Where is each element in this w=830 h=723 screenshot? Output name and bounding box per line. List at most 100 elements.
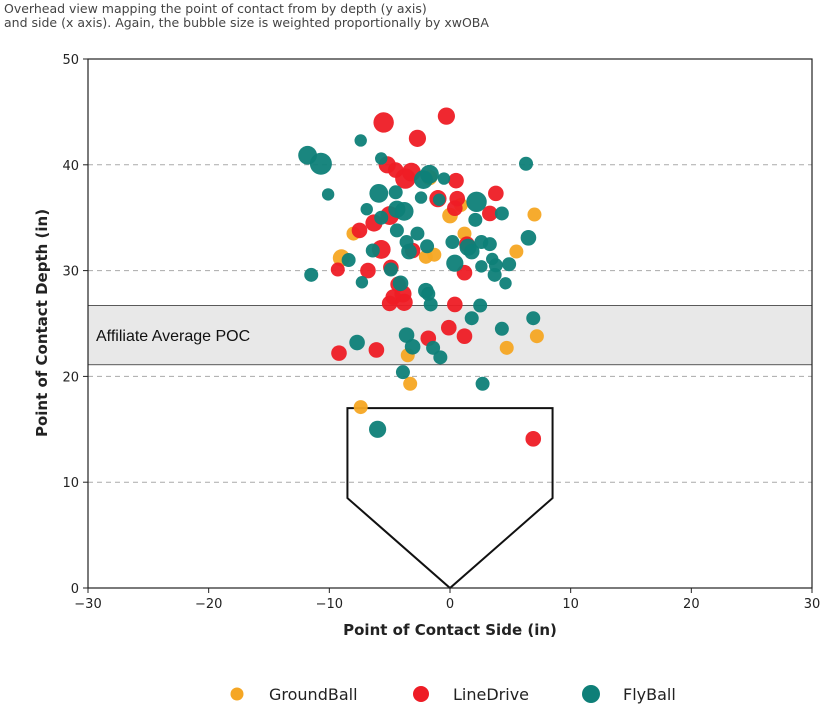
point-linedrive <box>525 431 542 447</box>
point-linedrive <box>381 295 398 312</box>
legend-label-linedrive: LineDrive <box>453 685 529 704</box>
point-flyball <box>437 172 451 185</box>
point-flyball <box>369 183 389 203</box>
point-flyball <box>464 311 479 326</box>
point-flyball <box>423 297 438 312</box>
x-tick-label: 30 <box>804 597 821 612</box>
x-tick-label: 10 <box>562 597 579 612</box>
point-flyball <box>520 230 537 246</box>
point-linedrive <box>351 222 368 239</box>
legend-marker-flyball <box>582 685 600 703</box>
point-linedrive <box>368 342 385 358</box>
point-groundball <box>509 244 524 259</box>
figure-caption: Overhead view mapping the point of conta… <box>4 2 489 30</box>
y-tick-label: 20 <box>62 370 79 385</box>
point-flyball <box>445 235 460 250</box>
point-flyball <box>468 212 483 227</box>
point-groundball <box>403 376 418 391</box>
y-tick-label: 30 <box>62 265 79 280</box>
grid-lines <box>88 164 812 483</box>
point-linedrive <box>440 319 457 336</box>
point-flyball <box>304 267 319 282</box>
point-linedrive <box>437 107 455 125</box>
point-groundball <box>353 400 368 415</box>
point-flyball <box>519 156 534 171</box>
y-tick-label: 0 <box>71 582 79 597</box>
point-linedrive <box>360 262 376 279</box>
point-groundball <box>529 329 544 344</box>
point-flyball <box>420 239 435 254</box>
band-label: Affiliate Average POC <box>96 328 250 345</box>
point-flyball <box>369 420 387 438</box>
y-tick-label: 50 <box>62 53 79 68</box>
data-points <box>298 107 544 447</box>
point-flyball <box>482 237 497 252</box>
point-flyball <box>414 191 428 204</box>
point-flyball <box>502 257 517 272</box>
legend-marker-linedrive <box>413 686 429 702</box>
point-flyball <box>354 134 367 147</box>
point-flyball <box>475 376 490 391</box>
caption-line-1: Overhead view mapping the point of conta… <box>4 1 427 16</box>
point-flyball <box>410 226 425 241</box>
point-linedrive <box>482 205 498 222</box>
point-flyball <box>446 254 464 272</box>
y-tick-label: 10 <box>62 476 79 491</box>
point-flyball <box>341 253 356 268</box>
point-flyball <box>526 311 541 326</box>
point-flyball <box>375 152 388 165</box>
point-flyball <box>365 243 380 258</box>
y-axis-title: Point of Contact Depth (in) <box>33 209 51 437</box>
y-tick-label: 40 <box>62 159 79 174</box>
x-tick-label: 0 <box>446 597 454 612</box>
point-flyball <box>426 340 441 355</box>
legend: GroundBall LineDrive FlyBall <box>230 685 676 704</box>
point-flyball <box>395 365 410 380</box>
point-flyball <box>433 350 448 365</box>
home-plate <box>346 407 554 590</box>
x-axis-title: Point of Contact Side (in) <box>343 621 557 639</box>
point-groundball <box>527 207 542 222</box>
point-linedrive <box>488 185 504 202</box>
point-linedrive <box>395 168 416 189</box>
point-flyball <box>432 193 446 206</box>
point-flyball <box>463 243 480 260</box>
point-flyball <box>494 321 509 336</box>
point-flyball <box>475 260 488 273</box>
point-flyball <box>388 185 403 200</box>
point-flyball <box>404 338 421 355</box>
point-flyball <box>360 203 373 216</box>
caption-line-2: and side (x axis). Again, the bubble siz… <box>4 15 489 30</box>
point-flyball <box>383 262 398 277</box>
x-tick-label: 20 <box>683 597 700 612</box>
point-linedrive <box>373 112 394 133</box>
point-flyball <box>488 258 503 273</box>
point-linedrive <box>447 200 463 216</box>
point-flyball <box>466 191 487 213</box>
point-flyball <box>499 277 512 290</box>
point-linedrive <box>395 293 413 311</box>
x-tick-label: −30 <box>74 597 101 612</box>
x-tick-label: −10 <box>316 597 343 612</box>
point-linedrive <box>447 296 463 313</box>
point-flyball <box>321 188 335 201</box>
point-linedrive <box>448 172 464 189</box>
axis-ticks: −30 −20 −10 0 10 20 30 0 10 20 30 40 50 <box>62 53 820 612</box>
point-flyball <box>392 275 409 292</box>
point-flyball <box>473 298 488 313</box>
point-flyball <box>494 206 509 221</box>
point-flyball <box>421 286 436 301</box>
point-linedrive <box>331 345 347 361</box>
point-flyball <box>349 334 365 351</box>
point-flyball <box>355 276 369 289</box>
point-flyball <box>374 210 389 225</box>
point-linedrive <box>330 262 345 277</box>
point-linedrive <box>456 328 473 344</box>
point-groundball <box>499 340 514 355</box>
x-tick-label: −20 <box>195 597 222 612</box>
point-flyball <box>394 201 414 221</box>
point-flyball <box>420 164 439 184</box>
point-flyball <box>309 152 332 175</box>
point-flyball <box>401 243 417 260</box>
